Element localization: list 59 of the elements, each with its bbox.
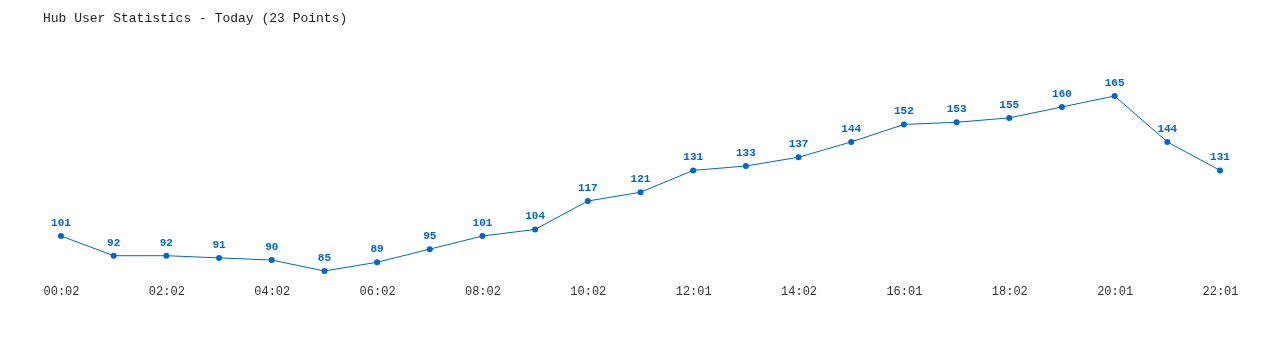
data-label: 95 [423, 230, 437, 243]
point [532, 226, 539, 233]
x-tick-label: 02:02 [148, 284, 185, 299]
data-label: 137 [788, 138, 809, 151]
point [690, 167, 697, 174]
point [374, 259, 381, 266]
point [216, 254, 223, 261]
point [479, 233, 486, 239]
point [1111, 93, 1118, 99]
point [637, 189, 644, 196]
data-label: 117 [577, 182, 598, 194]
point [848, 138, 855, 145]
data-label: 131 [683, 151, 704, 164]
data-label: 92 [159, 236, 173, 249]
point [1006, 114, 1013, 121]
data-label: 101 [472, 217, 493, 229]
x-tick-label: 16:01 [886, 284, 923, 299]
x-tick-label: 18:02 [991, 284, 1028, 299]
point [110, 252, 117, 259]
x-tick-label: 04:02 [254, 284, 291, 299]
data-label: 104 [525, 210, 546, 223]
point [163, 252, 170, 259]
data-label: 91 [212, 238, 227, 251]
point [742, 163, 749, 169]
data-label: 121 [630, 173, 651, 186]
data-label: 152 [894, 105, 914, 118]
data-label: 90 [265, 241, 279, 254]
data-label: 133 [735, 147, 757, 159]
point [58, 233, 64, 239]
x-tick-label: 06:02 [359, 284, 396, 299]
x-tick-label: 20:01 [1097, 284, 1134, 299]
data-label: 92 [107, 236, 121, 249]
x-tick-label: 00:02 [43, 284, 80, 299]
point [900, 121, 907, 128]
x-tick-label: 10:02 [570, 284, 607, 299]
point [795, 154, 802, 161]
point [953, 119, 960, 126]
data-label: 89 [370, 243, 384, 256]
data-label: 155 [999, 98, 1020, 111]
point [268, 257, 275, 264]
point [1058, 103, 1065, 110]
point [584, 198, 591, 204]
x-tick-label: 08:02 [464, 284, 501, 299]
data-label: 165 [1104, 77, 1125, 89]
data-label: 85 [317, 252, 332, 264]
chart-title: Hub User Statistics - Today (23 Points) [43, 11, 348, 26]
data-label: 144 [1157, 122, 1178, 135]
data-label: 160 [1052, 87, 1072, 100]
point [1217, 167, 1223, 174]
data-label: 153 [946, 103, 967, 116]
x-tick-label: 22:01 [1202, 284, 1239, 299]
point [1164, 138, 1171, 145]
data-label: 101 [51, 217, 72, 229]
point [426, 246, 433, 253]
x-tick-label: 14:02 [781, 284, 818, 299]
data-label: 131 [1210, 151, 1231, 164]
x-tick-label: 12:01 [675, 284, 712, 299]
point [321, 268, 328, 274]
data-label: 144 [841, 122, 862, 135]
